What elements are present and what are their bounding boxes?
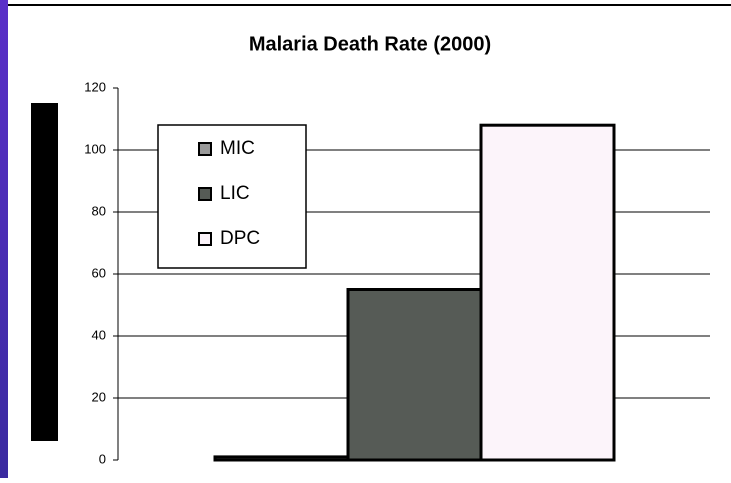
legend-swatch <box>198 232 212 246</box>
y-tick-label: 100 <box>84 141 106 156</box>
legend-label: LIC <box>220 183 250 204</box>
y-tick-label: 60 <box>92 265 106 280</box>
bar <box>346 288 483 462</box>
y-tick-label: 0 <box>99 451 106 466</box>
legend-label: DPC <box>220 228 260 249</box>
y-tick-label: 120 <box>84 79 106 94</box>
legend-swatch <box>198 187 212 201</box>
legend-box <box>157 124 307 269</box>
y-tick-label: 40 <box>92 327 106 342</box>
side-strip <box>0 0 8 478</box>
bar <box>213 455 350 462</box>
chart-title: Malaria Death Rate (2000) <box>249 33 491 55</box>
legend-swatch <box>198 142 212 156</box>
decor-bar <box>31 103 58 441</box>
legend-label: MIC <box>220 138 255 159</box>
y-tick-label: 80 <box>92 203 106 218</box>
bar <box>479 123 616 462</box>
y-tick-label: 20 <box>92 389 106 404</box>
